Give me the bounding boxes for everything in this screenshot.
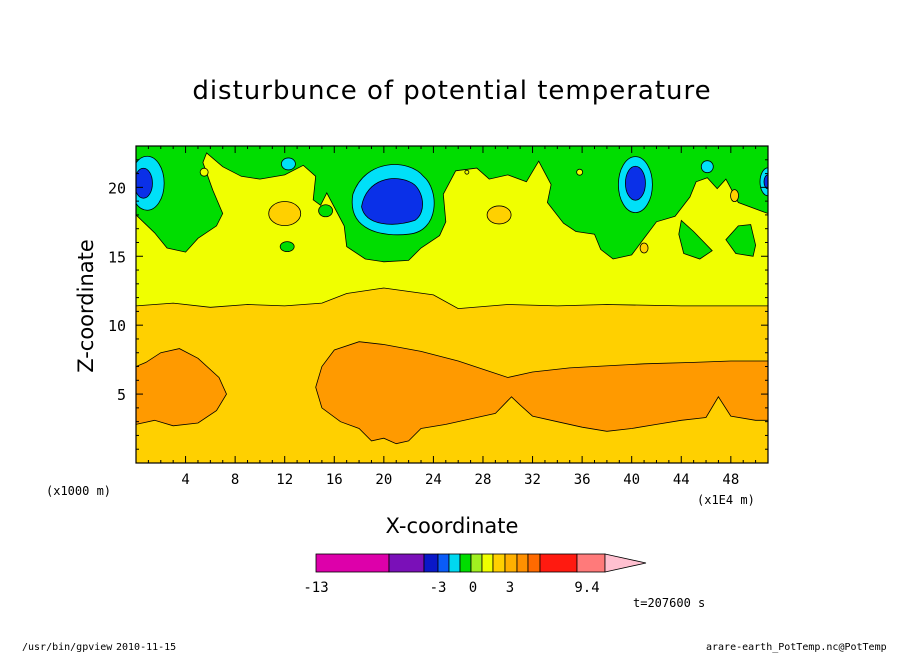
colorbar-tick-label: -13 <box>303 580 328 596</box>
colorbar-swatch <box>516 553 529 573</box>
island-yellow <box>464 169 470 175</box>
colorbar-swatch <box>388 553 425 573</box>
colorbar-swatch <box>470 553 483 573</box>
x-tick-label: 44 <box>673 472 690 488</box>
island-orange <box>730 189 739 203</box>
x-units-right: (x1E4 m) <box>697 493 755 507</box>
chart-title: disturbunce of potential temperature <box>192 76 712 106</box>
x-tick-label: 20 <box>375 472 392 488</box>
island-green <box>318 204 334 218</box>
x-tick-label: 32 <box>524 472 541 488</box>
cell-cyan <box>281 157 296 171</box>
contour-plot <box>136 146 768 463</box>
colorbar-swatch <box>315 553 390 573</box>
x-units-left: (x1000 m) <box>46 484 112 498</box>
y-tick-label: 20 <box>108 179 126 197</box>
x-tick-label: 48 <box>722 472 739 488</box>
footer-path: /usr/bin/gpview <box>22 642 113 653</box>
x-tick-label: 4 <box>181 472 189 488</box>
footer-date: 2010-11-15 <box>116 642 177 653</box>
colorbar: -13 -3 0 3 9.4 <box>303 553 647 596</box>
x-tick-label: 24 <box>425 472 442 488</box>
island-green <box>725 224 757 257</box>
colorbar-swatch <box>448 553 461 573</box>
island-orange <box>268 201 302 226</box>
x-tick-label: 28 <box>475 472 492 488</box>
cell-blue <box>136 167 153 199</box>
colorbar-swatch <box>504 553 518 573</box>
y-tick-label: 10 <box>108 317 126 335</box>
cell-blue <box>763 174 768 190</box>
colorbar-tick-label: 3 <box>506 580 514 596</box>
colorbar-swatch <box>492 553 506 573</box>
colorbar-swatch <box>481 553 494 573</box>
island-green <box>279 241 295 253</box>
footer-source: arare-earth_PotTemp.nc@PotTemp <box>706 642 887 653</box>
x-axis-label: X-coordinate <box>385 514 519 538</box>
colorbar-tick-label: -3 <box>430 580 447 596</box>
island-yellow <box>199 167 209 177</box>
x-tick-label: 16 <box>326 472 343 488</box>
colorbar-swatch <box>437 553 450 573</box>
colorbar-swatch <box>527 553 541 573</box>
cell-blue <box>361 178 423 225</box>
region-green <box>136 146 768 263</box>
island-orange <box>639 242 649 254</box>
colorbar-swatch <box>459 553 472 573</box>
colorbar-swatch <box>539 553 578 573</box>
y-tick-label: 5 <box>117 386 126 404</box>
region-orange <box>315 341 768 445</box>
island-yellow <box>576 168 584 176</box>
x-tick-label: 40 <box>623 472 640 488</box>
x-tick-label: 12 <box>276 472 293 488</box>
y-tick-label: 15 <box>108 248 126 266</box>
plot-frame <box>135 145 769 464</box>
region-orange <box>136 348 227 427</box>
colorbar-arrow <box>604 553 647 573</box>
x-tick-label: 36 <box>574 472 591 488</box>
y-axis-label: Z-coordinate <box>74 239 98 373</box>
colorbar-tick-label: 9.4 <box>574 580 599 596</box>
island-orange <box>486 205 512 225</box>
cell-blue <box>625 165 646 201</box>
colorbar-swatch <box>576 553 606 573</box>
island-green <box>678 219 713 260</box>
cell-cyan <box>700 160 714 174</box>
colorbar-swatch <box>423 553 439 573</box>
colorbar-tick-label: 0 <box>469 580 477 596</box>
x-tick-label: 8 <box>231 472 239 488</box>
time-label: t=207600 s <box>633 596 706 610</box>
